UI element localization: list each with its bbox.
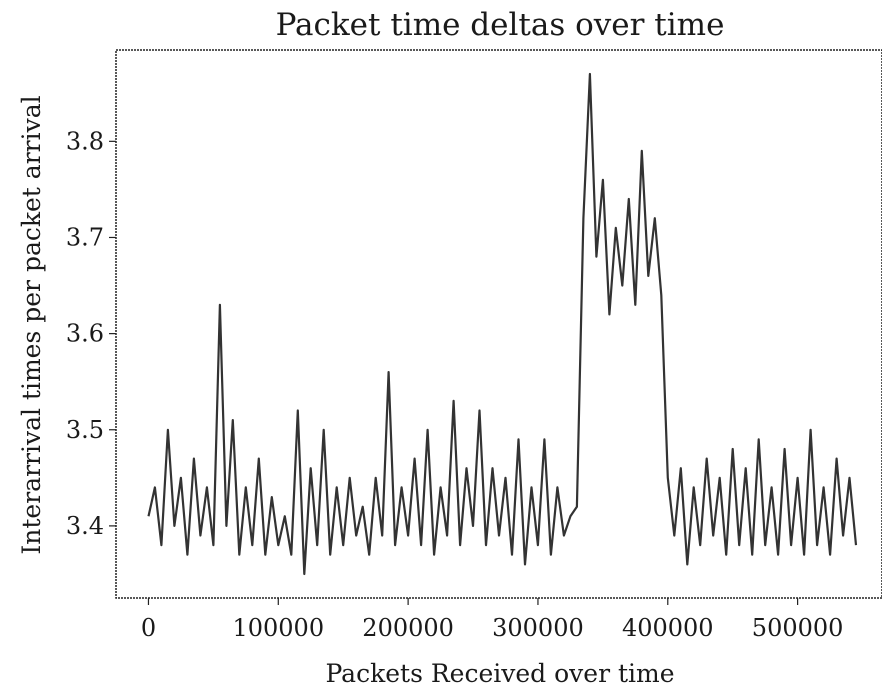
y-axis-label: Interarrival times per packet arrival	[17, 95, 46, 554]
y-tick-label: 3.4	[66, 512, 104, 540]
y-tick-label: 3.8	[66, 127, 104, 155]
chart-title: Packet time deltas over time	[276, 7, 725, 43]
x-tick-label: 0	[141, 614, 156, 642]
y-tick-label: 3.7	[66, 223, 104, 251]
x-tick-label: 300000	[492, 614, 584, 642]
y-tick-label: 3.5	[66, 416, 104, 444]
x-tick-label: 500000	[752, 614, 844, 642]
x-tick-label: 400000	[622, 614, 714, 642]
y-tick-label: 3.6	[66, 320, 104, 348]
y-axis: 3.4 3.5 3.6 3.7 3.8	[66, 127, 116, 540]
plot-area-frame	[116, 50, 882, 598]
x-axis-label: Packets Received over time	[325, 659, 674, 688]
x-tick-label: 200000	[362, 614, 454, 642]
x-tick-label: 100000	[232, 614, 324, 642]
x-axis: 0 100000 200000 300000 400000 500000	[141, 598, 844, 642]
series-layer	[149, 74, 857, 574]
series-line	[149, 74, 857, 574]
